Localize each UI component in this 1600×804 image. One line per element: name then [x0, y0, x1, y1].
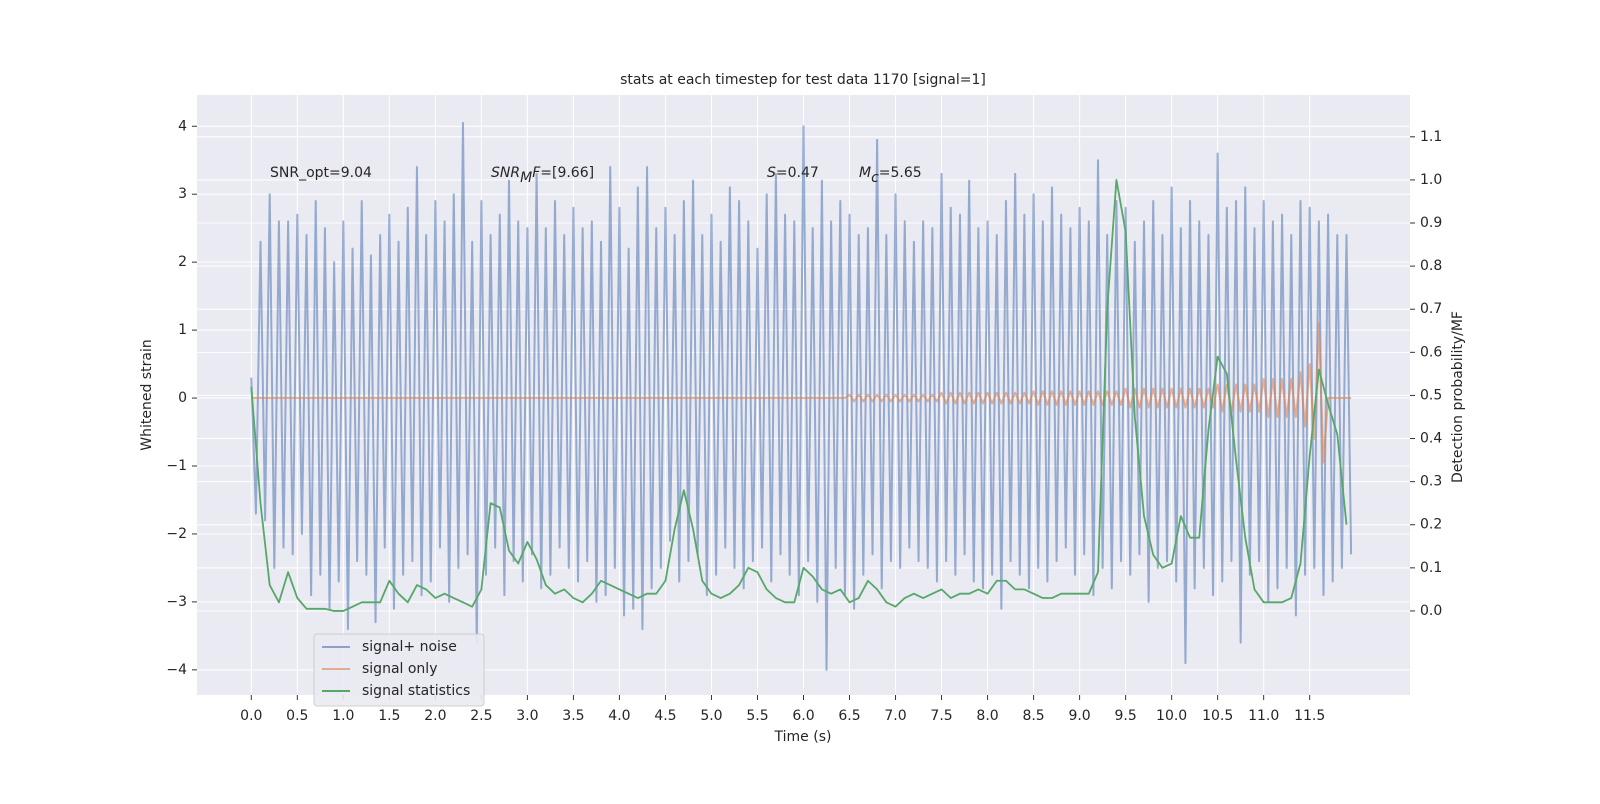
y2-tick-label: 0.0 — [1420, 603, 1442, 619]
y-axis-label: Whitened strain — [139, 339, 155, 450]
annotation: S=0.47 — [767, 165, 819, 181]
x-tick-label: 10.5 — [1202, 708, 1233, 724]
y2-tick-label: 0.2 — [1420, 517, 1442, 533]
x-tick-label: 5.0 — [700, 708, 722, 724]
annotation: SNRMF=[9.66] — [491, 165, 594, 186]
y2-axis-label: Detection probability/MF — [1450, 311, 1466, 483]
y2-tick-label: 0.1 — [1420, 560, 1442, 576]
x-tick-label: 10.0 — [1156, 708, 1187, 724]
series-line — [250, 121, 1353, 671]
x-tick-label: 3.0 — [516, 708, 538, 724]
x-tick-label: 6.5 — [838, 708, 860, 724]
x-tick-label: 4.0 — [608, 708, 630, 724]
y2-tick-label: 1.0 — [1420, 172, 1442, 188]
x-tick-label: 5.5 — [746, 708, 768, 724]
y2-tick-label: 1.1 — [1420, 129, 1442, 145]
annotation-part: M — [859, 165, 871, 181]
x-tick-label: 0.0 — [240, 708, 262, 724]
y2-tick-label: 0.5 — [1420, 387, 1442, 403]
x-tick-label: 9.0 — [1068, 708, 1090, 724]
chart-title: stats at each timestep for test data 117… — [620, 72, 986, 88]
x-tick-label: 9.5 — [1114, 708, 1136, 724]
annotation-part: SNR_opt=9.04 — [270, 165, 372, 181]
x-tick-label: 2.0 — [424, 708, 446, 724]
x-tick-label: 1.5 — [378, 708, 400, 724]
x-tick-label: 11.5 — [1294, 708, 1325, 724]
x-tick-label: 0.5 — [286, 708, 308, 724]
x-tick-label: 1.0 — [332, 708, 354, 724]
y2-tick-label: 0.8 — [1420, 258, 1442, 274]
y-tick-label: −4 — [166, 662, 187, 678]
annotation-part: S — [767, 165, 776, 181]
y-tick-label: −1 — [166, 458, 187, 474]
x-tick-label: 8.5 — [1022, 708, 1044, 724]
legend-box — [313, 633, 485, 707]
y2-tick-label: 0.9 — [1420, 215, 1442, 231]
annotation: Mc=5.65 — [859, 165, 922, 186]
series-line — [251, 322, 1352, 464]
y-tick-label: 0 — [178, 390, 187, 406]
y-tick-label: 2 — [178, 254, 187, 270]
x-tick-label: 4.5 — [654, 708, 676, 724]
x-tick-label: 11.0 — [1248, 708, 1279, 724]
y2-tick-label: 0.3 — [1420, 474, 1442, 490]
y2-tick-label: 0.7 — [1420, 301, 1442, 317]
y-tick-label: −3 — [166, 594, 187, 610]
legend: signal+ noise signal only signal statistic… — [313, 633, 485, 707]
x-tick-label: 7.5 — [930, 708, 952, 724]
x-tick-label: 6.0 — [792, 708, 814, 724]
y2-tick-label: 0.4 — [1420, 431, 1442, 447]
x-tick-label: 2.5 — [470, 708, 492, 724]
annotation-part: =0.47 — [776, 165, 819, 181]
x-tick-label: 7.0 — [884, 708, 906, 724]
y-tick-label: −2 — [166, 526, 187, 542]
annotation-part: M — [520, 170, 532, 186]
annotation-part: =5.65 — [879, 165, 922, 181]
x-tick-label: 8.0 — [976, 708, 998, 724]
y-tick-label: 3 — [178, 186, 187, 202]
series-line — [250, 179, 1348, 612]
y2-tick-label: 0.6 — [1420, 344, 1442, 360]
x-axis-label: Time (s) — [774, 729, 832, 745]
annotation-part: F — [532, 165, 541, 181]
legend-label: signal only — [362, 661, 437, 677]
x-tick-label: 3.5 — [562, 708, 584, 724]
y-tick-label: 4 — [178, 118, 187, 134]
legend-label: signal statistics — [362, 683, 470, 699]
annotation-part: =[9.66] — [540, 165, 594, 181]
annotation: SNR_opt=9.04 — [270, 165, 372, 181]
legend-label: signal+ noise — [362, 639, 457, 655]
annotation-part: c — [871, 170, 879, 186]
annotation-part: SNR — [491, 165, 520, 181]
y-tick-label: 1 — [178, 322, 187, 338]
